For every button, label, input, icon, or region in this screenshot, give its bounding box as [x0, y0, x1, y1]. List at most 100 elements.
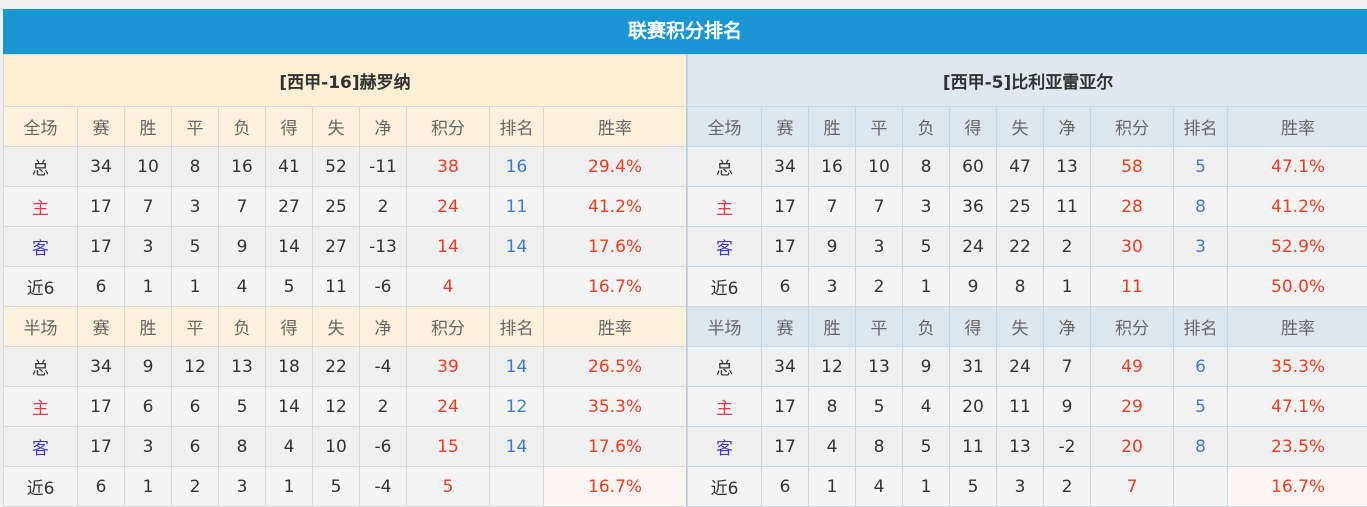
cell-drawn: 10	[856, 147, 903, 187]
cell-drawn: 5	[172, 227, 219, 267]
cell-label: 主	[4, 387, 78, 427]
header-won: 胜	[809, 307, 856, 347]
header-rank: 排名	[1174, 107, 1228, 147]
cell-goals-against: 22	[313, 347, 360, 387]
header-won: 胜	[809, 107, 856, 147]
cell-points: 29	[1091, 387, 1174, 427]
half-header-row: 半场赛胜平负得失净积分排名胜率	[688, 307, 1367, 347]
cell-points: 24	[407, 187, 490, 227]
header-points: 积分	[1091, 107, 1174, 147]
header-played: 赛	[762, 307, 809, 347]
cell-goal-diff: 1	[1044, 267, 1091, 307]
cell-played: 17	[762, 387, 809, 427]
header-win-rate: 胜率	[544, 107, 687, 147]
cell-label: 主	[4, 187, 78, 227]
header-points: 积分	[407, 107, 490, 147]
cell-drawn: 3	[172, 187, 219, 227]
header-lost: 负	[219, 107, 266, 147]
header-goals-against: 失	[997, 307, 1044, 347]
cell-rank: 16	[490, 147, 544, 187]
cell-win-rate: 41.2%	[544, 187, 687, 227]
header-won: 胜	[125, 107, 172, 147]
cell-goals-for: 24	[950, 227, 997, 267]
cell-drawn: 8	[856, 427, 903, 467]
cell-goals-against: 22	[997, 227, 1044, 267]
header-won: 胜	[125, 307, 172, 347]
header-drawn: 平	[856, 307, 903, 347]
panel-title: 联赛积分排名	[3, 9, 1367, 54]
cell-label: 总	[688, 147, 762, 187]
cell-win-rate: 16.7%	[544, 267, 687, 307]
cell-points: 15	[407, 427, 490, 467]
header-goals-for: 得	[950, 107, 997, 147]
header-goals-for: 得	[266, 307, 313, 347]
cell-played: 17	[762, 187, 809, 227]
cell-won: 12	[809, 347, 856, 387]
cell-lost: 7	[219, 187, 266, 227]
cell-played: 34	[78, 147, 125, 187]
cell-won: 7	[809, 187, 856, 227]
cell-rank: 5	[1174, 387, 1228, 427]
cell-lost: 9	[903, 347, 950, 387]
cell-goals-against: 11	[313, 267, 360, 307]
cell-label: 主	[688, 387, 762, 427]
cell-won: 16	[809, 147, 856, 187]
header-drawn: 平	[856, 107, 903, 147]
cell-points: 24	[407, 387, 490, 427]
cell-lost: 1	[903, 267, 950, 307]
cell-lost: 5	[903, 227, 950, 267]
header-goal-diff: 净	[360, 107, 407, 147]
cell-goal-diff: 9	[1044, 387, 1091, 427]
cell-lost: 9	[219, 227, 266, 267]
cell-win-rate: 41.2%	[1228, 187, 1367, 227]
cell-rank: 11	[490, 187, 544, 227]
cell-goal-diff: 2	[360, 387, 407, 427]
header-played: 赛	[78, 307, 125, 347]
cell-label: 总	[4, 347, 78, 387]
cell-lost: 8	[903, 147, 950, 187]
cell-goals-for: 14	[266, 387, 313, 427]
cell-played: 17	[78, 187, 125, 227]
cell-points: 28	[1091, 187, 1174, 227]
cell-rank: 8	[1174, 187, 1228, 227]
cell-drawn: 7	[856, 187, 903, 227]
cell-goal-diff: -11	[360, 147, 407, 187]
cell-drawn: 2	[856, 267, 903, 307]
header-goals-for: 得	[950, 307, 997, 347]
cell-win-rate: 52.9%	[1228, 227, 1367, 267]
cell-goals-against: 52	[313, 147, 360, 187]
cell-goals-for: 20	[950, 387, 997, 427]
cell-win-rate: 23.5%	[1228, 427, 1367, 467]
cell-goals-for: 60	[950, 147, 997, 187]
cell-lost: 8	[219, 427, 266, 467]
cell-goals-for: 9	[950, 267, 997, 307]
cell-label: 客	[4, 227, 78, 267]
header-win-rate: 胜率	[1228, 307, 1367, 347]
cell-drawn: 1	[172, 267, 219, 307]
cell-goals-against: 25	[313, 187, 360, 227]
cell-rank: 14	[490, 427, 544, 467]
cell-won: 7	[125, 187, 172, 227]
cell-lost: 4	[219, 267, 266, 307]
cell-points: 38	[407, 147, 490, 187]
cell-won: 9	[809, 227, 856, 267]
header-rank: 排名	[490, 107, 544, 147]
cell-lost: 13	[219, 347, 266, 387]
cell-goals-for: 11	[950, 427, 997, 467]
cell-goals-against: 13	[997, 427, 1044, 467]
team-name[interactable]: [西甲-5]比利亚雷亚尔	[688, 55, 1367, 107]
cell-points: 4	[407, 267, 490, 307]
cell-goal-diff: -4	[360, 347, 407, 387]
team-name[interactable]: [西甲-16]赫罗纳	[4, 55, 687, 107]
cell-goal-diff: -6	[360, 427, 407, 467]
header-drawn: 平	[172, 107, 219, 147]
